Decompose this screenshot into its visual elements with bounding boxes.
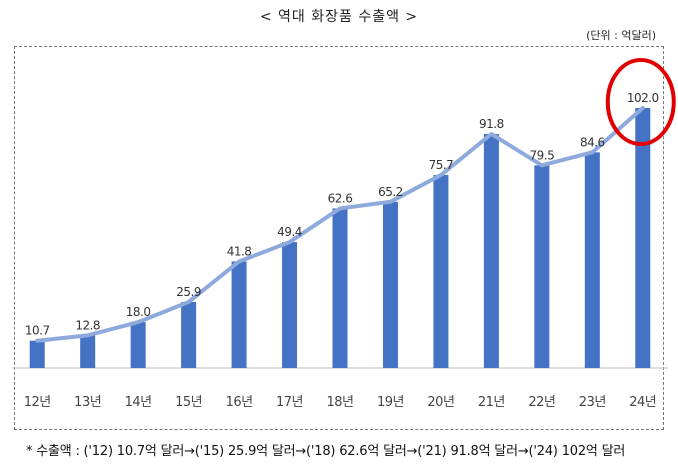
data-label: 84.6	[580, 135, 605, 149]
bar	[483, 134, 499, 368]
bar	[534, 165, 550, 368]
data-label: 12.8	[75, 318, 100, 332]
bar	[231, 261, 247, 368]
x-tick-label: 16년	[226, 395, 253, 410]
x-tick-label: 13년	[74, 395, 101, 410]
x-tick-label: 20년	[427, 395, 454, 410]
bar	[29, 340, 45, 368]
bar	[433, 175, 449, 368]
footnote: * 수출액 : ('12) 10.7억 달러→('15) 25.9억 달러→('…	[26, 444, 626, 459]
chart-title: < 역대 화장품 수출액 >	[259, 9, 419, 25]
data-label: 62.6	[328, 191, 353, 205]
x-tick-label: 24년	[629, 395, 656, 410]
chart-frame	[14, 46, 664, 430]
bar	[584, 152, 600, 368]
data-label: 102.0	[627, 91, 659, 105]
data-label: 18.0	[126, 305, 151, 319]
bar	[80, 335, 96, 368]
x-tick-label: 14년	[125, 395, 152, 410]
data-label: 91.8	[479, 117, 504, 131]
x-tick-label: 18년	[326, 395, 353, 410]
data-label: 41.8	[227, 244, 252, 258]
highlight-circle	[605, 58, 676, 146]
bar	[635, 108, 651, 368]
x-tick-label: 21년	[478, 395, 505, 410]
data-label: 49.4	[277, 225, 302, 239]
x-tick-label: 17년	[276, 395, 303, 410]
x-tick-label: 15년	[175, 395, 202, 410]
trend-line	[35, 106, 645, 343]
data-label: 65.2	[378, 185, 403, 199]
bar	[282, 242, 298, 368]
data-label: 79.5	[529, 148, 554, 162]
x-tick-label: 19년	[377, 395, 404, 410]
unit-label: (단위 : 억달러)	[586, 29, 656, 42]
data-label: 25.9	[176, 285, 201, 299]
data-label: 10.7	[25, 324, 50, 338]
bar	[130, 322, 146, 368]
bar	[382, 201, 398, 368]
x-tick-label: 12년	[24, 395, 51, 410]
bar	[181, 301, 197, 368]
data-label: 75.7	[429, 158, 454, 172]
bar	[332, 208, 348, 368]
x-tick-label: 23년	[579, 395, 606, 410]
x-tick-label: 22년	[528, 395, 555, 410]
